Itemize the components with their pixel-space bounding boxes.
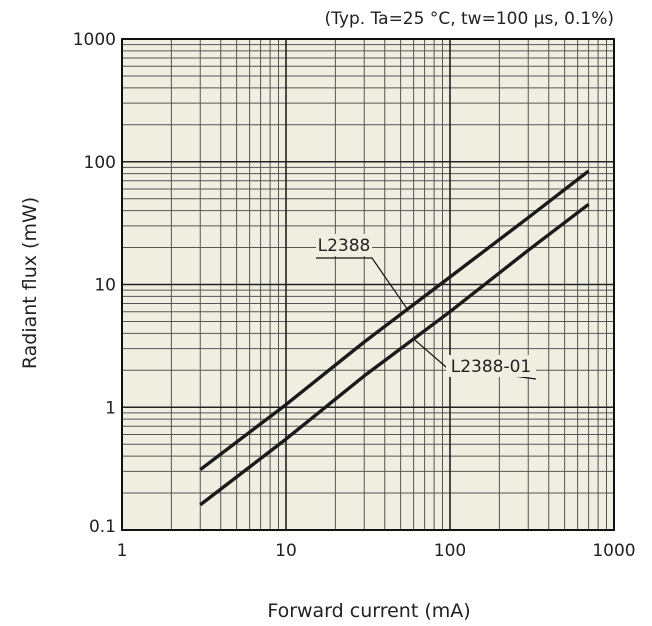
y-tick-labels: 0.1 1 10 100 1000 — [73, 30, 116, 537]
l2388-01-label: L2388-01 — [451, 357, 532, 377]
x-tick-labels: 1 10 100 1000 — [117, 541, 636, 561]
plot-frame — [121, 38, 615, 531]
x-tick-label: 100 — [434, 541, 466, 561]
y-tick-label: 0.1 — [89, 517, 116, 537]
y-axis-label: Radiant flux (mW) — [19, 197, 41, 369]
y-tick-label: 1000 — [73, 30, 116, 50]
x-tick-label: 1 — [117, 541, 128, 561]
callout-layer: L2388 L2388-01 — [316, 234, 537, 380]
l2388-leader-line — [316, 257, 408, 310]
y-tick-label: 100 — [84, 153, 116, 173]
y-tick-label: 10 — [94, 276, 116, 296]
x-tick-label: 1000 — [592, 541, 635, 561]
l2388-label: L2388 — [318, 236, 371, 256]
l2388-label-bg — [316, 234, 372, 256]
l2388-01-label-bg — [446, 355, 536, 377]
x-axis-label: Forward current (mA) — [267, 600, 470, 622]
y-tick-label: 1 — [105, 398, 116, 418]
x-tick-label: 10 — [275, 541, 297, 561]
condition-note: (Typ. Ta=25 °C, tw=100 µs, 0.1%) — [325, 9, 614, 29]
grid — [121, 38, 615, 531]
series-line-l2388-01 — [199, 202, 590, 507]
